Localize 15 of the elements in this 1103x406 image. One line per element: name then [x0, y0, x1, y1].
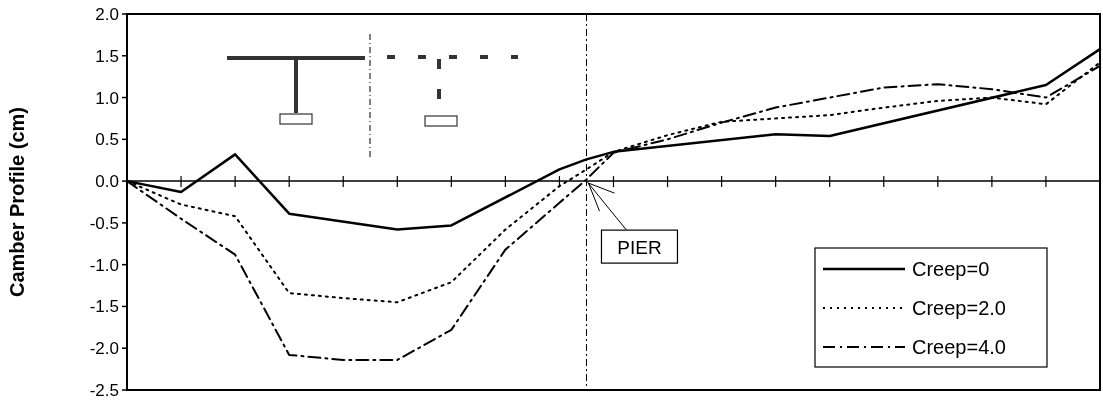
y-axis-title: Camber Profile (cm) [6, 106, 28, 298]
y-tick-label: -2.5 [89, 380, 119, 400]
y-tick-label: 0.5 [95, 130, 119, 150]
y-tick-label: -2.0 [89, 339, 119, 359]
y-tick-label: 1.0 [95, 88, 119, 108]
legend-label: Creep=2.0 [912, 297, 1006, 319]
y-tick-label: -1.0 [89, 255, 119, 275]
y-tick-label: 1.5 [95, 46, 119, 66]
annotation: PIER [617, 236, 662, 258]
y-tick-label: 0.0 [95, 172, 119, 192]
y-tick-label: 2.0 [95, 4, 119, 24]
y-tick-label: -0.5 [89, 213, 119, 233]
legend-label: Creep=4.0 [912, 336, 1006, 358]
legend-label: Creep=0 [912, 258, 990, 280]
y-tick-label: -1.5 [89, 297, 119, 317]
